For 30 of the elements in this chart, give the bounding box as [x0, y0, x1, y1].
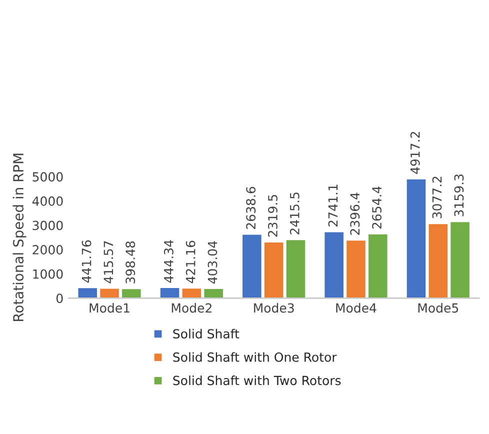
legend-label: Solid Shaft with One Rotor: [173, 352, 337, 362]
legend-label: Solid Shaft with Two Rotors: [173, 376, 341, 386]
data-label: 3077.2: [432, 176, 442, 218]
data-label: 2396.4: [350, 192, 360, 235]
x-tick-label: Mode2: [172, 303, 212, 313]
data-label: 403.04: [208, 241, 218, 284]
data-label: 398.48: [126, 241, 136, 284]
data-label: 2638.6: [246, 186, 256, 229]
y-axis-title: Rotational Speed in RPM: [12, 154, 26, 321]
legend-label: Solid Shaft: [173, 328, 240, 339]
x-tick-label: Mode3: [254, 303, 294, 313]
data-label: 421.16: [186, 240, 196, 284]
data-label: 4917.2: [410, 132, 420, 174]
data-label: 2654.4: [372, 186, 382, 229]
data-label: 444.34: [164, 240, 174, 283]
x-tick-label: Mode5: [418, 303, 458, 313]
y-tick-label: 5000: [32, 172, 63, 182]
data-label: 441.76: [82, 240, 92, 283]
y-tick-label: 4000: [32, 196, 63, 206]
y-tick-label: 3000: [32, 220, 63, 230]
data-label: 415.57: [104, 241, 114, 284]
data-label: 3159.3: [454, 174, 464, 216]
data-label: 2415.5: [290, 192, 300, 234]
x-tick-label: Mode4: [336, 303, 376, 313]
y-tick-label: 0: [56, 294, 63, 304]
y-tick-label: 1000: [33, 269, 63, 279]
x-tick-label: Mode1: [90, 303, 130, 313]
data-label: 2741.1: [328, 184, 338, 226]
data-label: 2319.5: [268, 194, 278, 237]
y-tick-label: 2000: [32, 245, 63, 254]
